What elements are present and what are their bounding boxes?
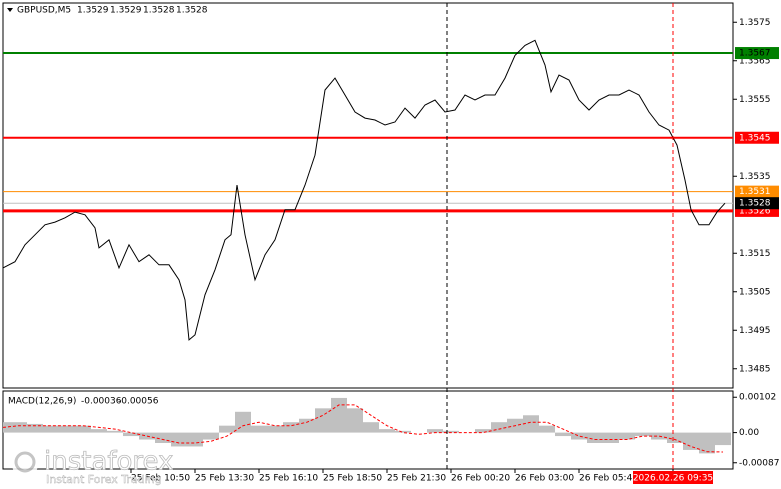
level-label: 1.3526 [739, 206, 771, 216]
macd-bar [107, 430, 123, 433]
logo [11, 448, 39, 476]
macd-bar [43, 425, 59, 433]
ohlc-low: 1.3528 [143, 6, 175, 16]
macd-bar [27, 423, 43, 433]
macd-bar [123, 432, 139, 437]
macd-bar [267, 425, 283, 433]
macd-bar [347, 408, 363, 433]
level-label-box [735, 185, 779, 198]
watermark-brand: instaforex [44, 447, 173, 477]
macd-bar [219, 425, 235, 433]
x-tick-label: 26 Feb 05:40 [579, 474, 638, 484]
ohlc-close: 1.3528 [176, 6, 208, 16]
macd-bar [315, 408, 331, 433]
macd-bar [603, 432, 619, 443]
macd-bar [523, 415, 539, 433]
y-tick-label: 1.3515 [739, 249, 771, 259]
macd-bar [715, 432, 731, 446]
macd-bar [651, 432, 667, 440]
x-tick-label: 25 Feb 10:50 [131, 474, 190, 484]
y-tick-label: 1.3485 [739, 364, 771, 374]
x-tick-label: 25 Feb 13:30 [195, 474, 254, 484]
macd-bar [59, 425, 75, 433]
level-label: 1.3567 [739, 49, 771, 59]
macd-bar [395, 430, 411, 433]
current-price-label: 1.3528 [739, 199, 771, 209]
macd-bar [3, 422, 11, 433]
y-tick-label: 1.3535 [739, 172, 771, 182]
y-tick-label: 0.00 [739, 428, 759, 438]
y-tick-label: 1.3505 [739, 287, 771, 297]
macd-signal: -0.00056 [118, 397, 159, 407]
macd-bar [683, 432, 699, 450]
macd-bar [571, 432, 587, 440]
y-tick-label: 1.3555 [739, 95, 771, 105]
level-label: 1.3531 [739, 187, 771, 197]
macd-bar [443, 430, 459, 433]
watermark-tagline: Instant Forex Trading [46, 473, 162, 486]
macd-bar [299, 418, 315, 433]
signal-line [3, 404, 724, 453]
y-tick-label: 1.3565 [739, 56, 771, 66]
macd-bar [475, 429, 491, 433]
x-tick-label: 25 Feb 16:10 [259, 474, 318, 484]
macd-bar [331, 397, 347, 433]
macd-bar [171, 432, 187, 447]
ohlc-open: 1.3529 [77, 6, 109, 16]
price-panel [2, 2, 734, 389]
logo-ring [14, 451, 36, 473]
x-tick-label: 25 Feb 18:50 [323, 474, 382, 484]
x-tick-highlight [633, 471, 713, 484]
macd-title: MACD(12,26,9) [8, 397, 76, 407]
macd-bar [635, 432, 651, 437]
macd-bar [619, 432, 635, 440]
level-label: 1.3545 [739, 133, 771, 143]
ohlc-high: 1.3529 [110, 6, 142, 16]
macd-bar [203, 432, 219, 440]
macd-bar [667, 432, 683, 443]
macd-bar [379, 429, 395, 433]
x-tick-label: 2026.02.26 09:35 [633, 474, 713, 484]
y-tick-label: 1.3495 [739, 326, 771, 336]
macd-bar [363, 422, 379, 433]
overlay: instaforex Instant Forex Trading [11, 446, 174, 486]
x-tick-label: 26 Feb 03:00 [515, 474, 574, 484]
macd-bar [187, 432, 203, 447]
macd-bar [699, 432, 715, 454]
macd-plot [3, 397, 731, 454]
y-tick-label: 1.3575 [739, 18, 771, 28]
header-arrow [7, 8, 13, 12]
macd-bar [539, 425, 555, 433]
macd-bar [91, 429, 107, 433]
macd-bar [283, 422, 299, 433]
macd-bar [235, 411, 251, 433]
x-tick-label: 26 Feb 00:20 [451, 474, 510, 484]
x-tick-label: 25 Feb 21:30 [387, 474, 446, 484]
y-tick-label: 0.00102 [739, 393, 776, 403]
price-line [3, 39, 726, 341]
price-plot [3, 39, 733, 341]
macd-bar [251, 425, 267, 433]
y-tick-label: -0.00087 [739, 458, 779, 468]
macd-bar [491, 422, 507, 433]
macd-bar [587, 432, 603, 443]
level-label-box [735, 131, 779, 144]
current-price-box [735, 197, 779, 210]
level-label-box [735, 47, 779, 60]
macd-bar [11, 422, 27, 433]
macd-bar [555, 432, 571, 437]
macd-bar [427, 429, 443, 433]
macd-bar [155, 432, 171, 443]
chart-title: GBPUSD,M5 [17, 6, 71, 16]
macd-bar [75, 425, 91, 433]
header: GBPUSD,M5 1.3529 1.3529 1.3528 1.3528 MA… [7, 6, 208, 407]
macd-main: -0.00036 [81, 397, 122, 407]
